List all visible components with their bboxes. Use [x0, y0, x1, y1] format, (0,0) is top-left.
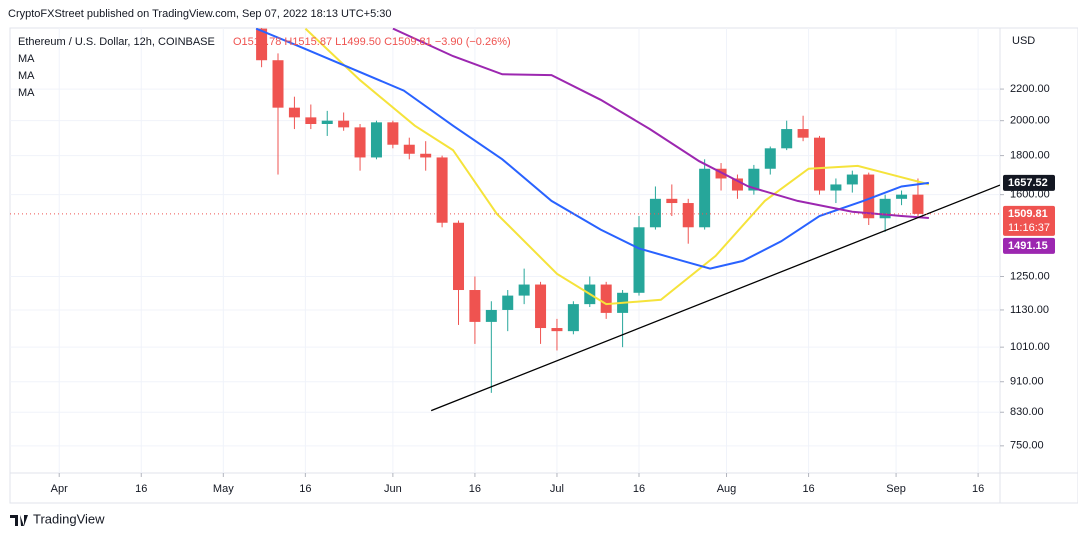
candle-body: [699, 168, 711, 228]
legend-ma: MA: [18, 70, 35, 82]
ohlc: O1513.78 H1515.87 L1499.50 C1509.81 −3.9…: [233, 36, 511, 48]
candle-body: [781, 129, 793, 149]
symbol: Ethereum / U.S. Dollar, 12h, COINBASE: [18, 36, 215, 48]
candle-body: [846, 174, 858, 185]
candle-body: [436, 157, 448, 223]
candle-body: [256, 28, 268, 61]
candle-body: [600, 284, 612, 313]
candle-body: [715, 168, 727, 179]
x-tick-label: 16: [135, 483, 147, 495]
candle-body: [420, 153, 432, 158]
x-tick-label: 16: [299, 483, 311, 495]
candle-body: [896, 194, 908, 199]
candle-body: [748, 168, 760, 191]
candle-body: [354, 127, 366, 158]
currency: USD: [1012, 35, 1035, 47]
price-label-box: [1003, 237, 1055, 254]
candle-body: [731, 178, 743, 191]
x-tick-label: May: [213, 483, 234, 495]
candle-body: [863, 174, 875, 219]
header: CryptoFXStreet published on TradingView.…: [8, 8, 392, 20]
x-tick-label: Jul: [550, 483, 564, 495]
y-tick-label: 1250.00: [1010, 270, 1050, 282]
price-label: 1509.81: [1008, 208, 1048, 220]
candle-body: [518, 284, 530, 296]
candle-body: [797, 129, 809, 138]
candle-body: [879, 198, 891, 219]
x-tick-label: 16: [633, 483, 645, 495]
x-tick-label: Apr: [51, 483, 68, 495]
candle-body: [305, 117, 317, 125]
candle-body: [485, 309, 497, 322]
price-label: 1491.15: [1008, 240, 1048, 252]
price-label-box: [1003, 174, 1055, 191]
price-label-box: [1003, 205, 1055, 236]
candle-body: [633, 227, 645, 293]
candle-body: [272, 60, 284, 108]
candle-body: [403, 144, 415, 154]
y-tick-label: 910.00: [1010, 376, 1044, 388]
y-tick-label: 1800.00: [1010, 150, 1050, 162]
y-tick-label: 750.00: [1010, 440, 1044, 452]
candle-body: [370, 122, 382, 158]
candle-body: [387, 122, 399, 145]
moving-average: [255, 28, 930, 270]
candle-body: [551, 328, 563, 332]
candle-body: [288, 107, 300, 118]
candle-body: [321, 120, 333, 125]
x-tick-label: 16: [802, 483, 814, 495]
candle-body: [338, 120, 350, 128]
candle-body: [764, 148, 776, 169]
x-tick-label: Jun: [384, 483, 402, 495]
moving-average: [392, 28, 929, 219]
candle-body: [502, 295, 514, 310]
countdown: 11:16:37: [1008, 222, 1050, 234]
grid: [10, 28, 1000, 473]
frame: [9, 27, 1078, 504]
y-tick-label: 2200.00: [1010, 83, 1050, 95]
x-tick-label: Sep: [886, 483, 906, 495]
y-tick-label: 830.00: [1010, 406, 1044, 418]
candle-body: [535, 284, 547, 329]
legend-ma: MA: [18, 87, 35, 99]
candle-body: [649, 198, 661, 228]
x-tick-label: 16: [469, 483, 481, 495]
candle-body: [682, 203, 694, 228]
y-tick-label: 1130.00: [1010, 304, 1049, 316]
moving-average: [304, 28, 930, 306]
axes: 2200.00 2000.00 1800.00 1600.00 1250.00 1130.…: [51, 83, 1055, 495]
candle-body: [469, 290, 481, 322]
candle-body: [453, 222, 465, 291]
logo: TradingView: [10, 511, 105, 526]
y-tick-label: 1010.00: [1010, 341, 1050, 353]
plot: [10, 28, 1000, 412]
logo-text: TradingView: [33, 511, 105, 526]
x-tick-label: Aug: [717, 483, 737, 495]
trendline: [430, 184, 1000, 412]
candle-body: [567, 304, 579, 332]
price-label: 1657.52: [1008, 177, 1048, 189]
candle-body: [830, 184, 842, 191]
x-tick-label: 16: [972, 483, 984, 495]
y-tick-label: 1600.00: [1010, 189, 1050, 201]
y-tick-label: 2000.00: [1010, 115, 1050, 127]
candle-body: [814, 137, 826, 191]
candle-body: [666, 198, 678, 204]
legend-ma: MA: [18, 53, 35, 65]
candle-body: [912, 194, 924, 214]
